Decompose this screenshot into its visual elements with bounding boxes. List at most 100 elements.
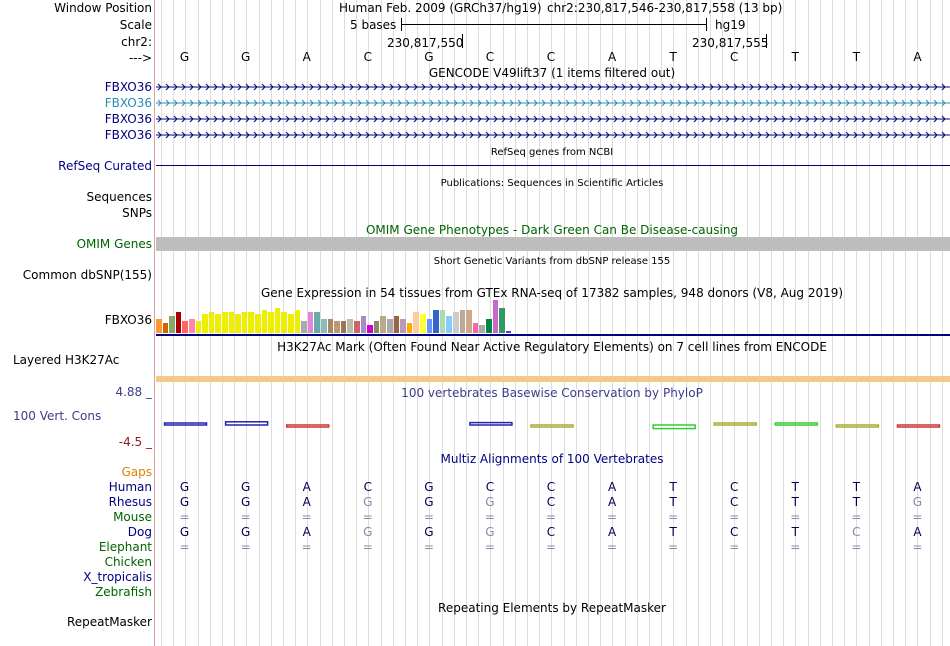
gencode-gene-label-1[interactable]: FBXO36 (104, 80, 152, 94)
gtex-tissue-bar[interactable] (446, 316, 452, 333)
gtex-tissue-bar[interactable] (387, 319, 393, 333)
layered-h3k27ac-label[interactable]: Layered H3K27Ac (13, 353, 120, 367)
gtex-tissue-bar[interactable] (235, 314, 241, 333)
gtex-tissue-bar[interactable] (195, 321, 202, 333)
gtex-tissue-bar[interactable] (486, 319, 492, 333)
gtex-tissue-bar[interactable] (439, 310, 446, 333)
omim-track-title: OMIM Gene Phenotypes - Dark Green Can Be… (365, 223, 739, 237)
gtex-tissue-bar[interactable] (169, 316, 175, 333)
gtex-tissue-bar[interactable] (307, 312, 314, 333)
gtex-tissue-bar[interactable] (248, 312, 254, 333)
gtex-tissue-bar[interactable] (373, 321, 380, 333)
gencode-transcript-1[interactable] (156, 81, 950, 93)
gridline (319, 0, 321, 646)
common-dbsnp-label[interactable]: Common dbSNP(155) (22, 268, 152, 282)
gtex-tissue-bar[interactable] (380, 316, 386, 333)
gtex-tissue-bar[interactable] (228, 312, 235, 333)
gaps-label[interactable]: Gaps (121, 465, 152, 479)
gtex-tissue-bar[interactable] (400, 319, 406, 333)
gtex-tissue-bar[interactable] (189, 319, 195, 333)
gtex-tissue-bar[interactable] (202, 314, 208, 333)
omim-genes-label[interactable]: OMIM Genes (76, 237, 152, 251)
gridline (917, 0, 919, 646)
gencode-gene-label-3[interactable]: FBXO36 (104, 112, 152, 126)
gtex-tissue-bar[interactable] (255, 314, 261, 333)
gtex-tissue-bar[interactable] (406, 323, 413, 333)
track-image-panel[interactable]: Human Feb. 2009 (GRCh37/hg19) chr2:230,8… (156, 0, 950, 646)
gridline (893, 0, 894, 646)
snps-label[interactable]: SNPs (122, 206, 152, 220)
gtex-tissue-bar[interactable] (261, 310, 268, 333)
gtex-tissue-bar[interactable] (479, 325, 485, 333)
gtex-tissue-bar[interactable] (354, 321, 360, 333)
aligned-base: G (424, 525, 434, 539)
gencode-transcript-3[interactable] (156, 113, 950, 125)
gtex-bar-chart[interactable] (156, 298, 556, 333)
aligned-base: A (302, 480, 311, 494)
gtex-tissue-bar[interactable] (268, 312, 274, 333)
gtex-tissue-bar[interactable] (156, 319, 162, 333)
species-dog-label[interactable]: Dog (127, 525, 152, 539)
gtex-tissue-bar[interactable] (340, 321, 347, 333)
gtex-tissue-bar[interactable] (453, 312, 459, 333)
species-rhesus-label[interactable]: Rhesus (108, 495, 152, 509)
gtex-tissue-bar[interactable] (208, 312, 215, 333)
gtex-tissue-bar[interactable] (492, 300, 499, 333)
gtex-tissue-bar[interactable] (426, 319, 433, 333)
gtex-tissue-bar[interactable] (433, 310, 439, 333)
gtex-tissue-bar[interactable] (274, 308, 281, 333)
omim-gene-bar[interactable] (156, 237, 950, 251)
species-mouse-label[interactable]: Mouse (113, 510, 152, 524)
gtex-tissue-bar[interactable] (459, 310, 466, 333)
refseq-gene-line[interactable] (156, 165, 950, 166)
species-human-label[interactable]: Human (108, 480, 152, 494)
gtex-tissue-bar[interactable] (182, 321, 188, 333)
gtex-tissue-bar[interactable] (327, 319, 334, 333)
aligned-base: A (302, 525, 311, 539)
gtex-tissue-bar[interactable] (367, 325, 373, 333)
gtex-tissue-bar[interactable] (294, 310, 301, 333)
gtex-tissue-bar[interactable] (347, 319, 353, 333)
aligned-base: A (607, 525, 617, 539)
gencode-gene-label-4[interactable]: FBXO36 (104, 128, 152, 142)
gtex-tissue-bar[interactable] (162, 323, 169, 333)
gtex-tissue-bar[interactable] (499, 308, 505, 333)
gtex-tissue-bar[interactable] (360, 316, 367, 333)
gencode-transcript-4[interactable] (156, 129, 950, 141)
gtex-tissue-bar[interactable] (314, 312, 320, 333)
gtex-tissue-bar[interactable] (505, 331, 512, 333)
gtex-tissue-bar[interactable] (241, 312, 248, 333)
gtex-tissue-bar[interactable] (215, 314, 221, 333)
gtex-tissue-bar[interactable] (466, 310, 472, 333)
gtex-tissue-bar[interactable] (301, 321, 307, 333)
gencode-transcript-2[interactable] (156, 97, 950, 109)
phylop-plot[interactable] (156, 400, 950, 450)
gtex-tissue-bar[interactable] (175, 312, 182, 333)
aligned-base: = (179, 510, 190, 524)
gencode-gene-label-2[interactable]: FBXO36 (104, 96, 152, 110)
gtex-tissue-bar[interactable] (281, 312, 287, 333)
repeatmasker-label[interactable]: RepeatMasker (66, 615, 152, 629)
gtex-gene-label[interactable]: FBXO36 (104, 313, 152, 327)
refseq-curated-label[interactable]: RefSeq Curated (58, 159, 152, 173)
gtex-tissue-bar[interactable] (321, 319, 327, 333)
gtex-tissue-bar[interactable] (334, 321, 340, 333)
species-zebrafish-label[interactable]: Zebrafish (95, 585, 152, 599)
species-x-tropicalis-label[interactable]: X_tropicalis (83, 570, 152, 584)
phylop-track-label[interactable]: 100 Vert. Cons (13, 409, 102, 423)
gtex-tissue-bar[interactable] (413, 312, 419, 333)
gtex-tissue-bar[interactable] (420, 314, 426, 333)
species-elephant-label[interactable]: Elephant (98, 540, 152, 554)
aligned-base: = (423, 540, 434, 554)
phylop-score-mark (530, 424, 574, 428)
gtex-tissue-bar[interactable] (222, 312, 228, 333)
gtex-tissue-bar[interactable] (472, 323, 479, 333)
gtex-track-title: Gene Expression in 54 tissues from GTEx … (260, 286, 844, 300)
aligned-base: = (179, 540, 190, 554)
species-chicken-label[interactable]: Chicken (104, 555, 152, 569)
aligned-base: = (240, 540, 251, 554)
gtex-tissue-bar[interactable] (393, 316, 400, 333)
h3k27ac-signal-band[interactable] (156, 376, 950, 382)
sequences-label[interactable]: Sequences (86, 190, 152, 204)
gtex-tissue-bar[interactable] (288, 314, 294, 333)
